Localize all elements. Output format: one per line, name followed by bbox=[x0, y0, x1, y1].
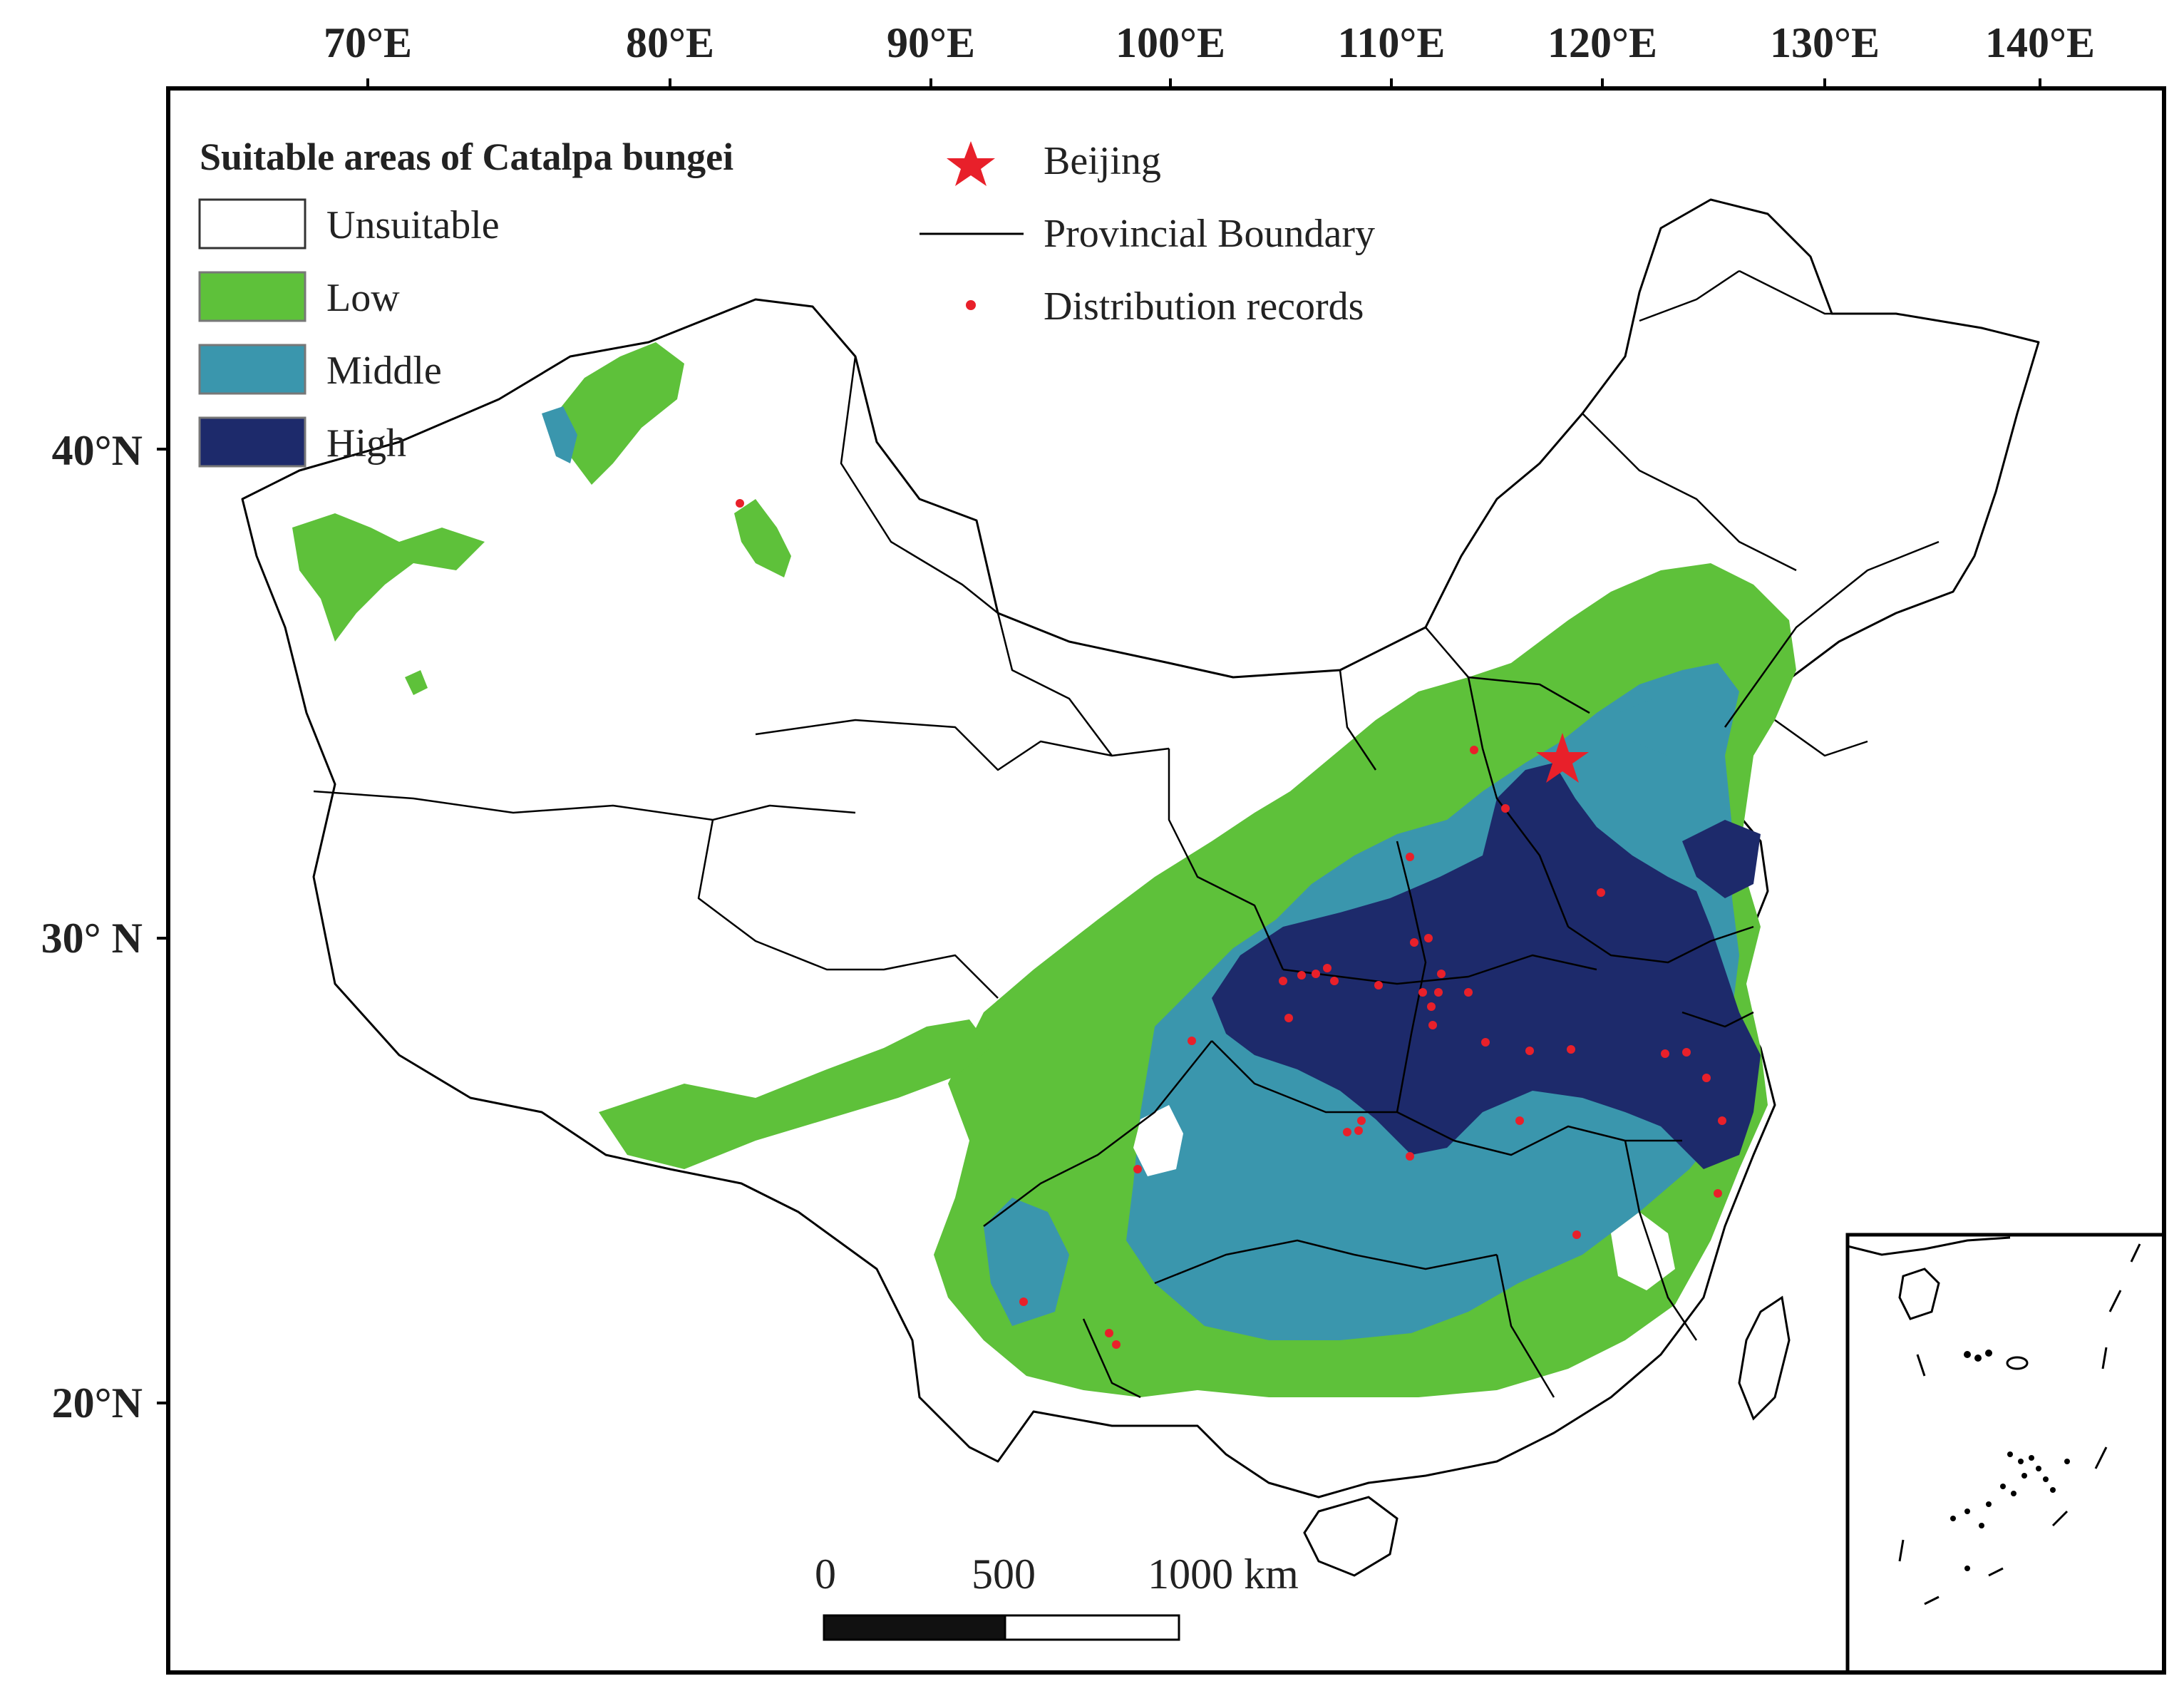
legend-beijing-star-icon bbox=[947, 141, 995, 186]
suitability-low-xinjiang-central bbox=[734, 499, 791, 577]
legend-swatch-low bbox=[198, 271, 307, 322]
legend-label-low: Low bbox=[326, 276, 400, 320]
suitability-high-shandong-fringe bbox=[1682, 820, 1761, 898]
lat-label-20: 20°N bbox=[52, 1379, 143, 1427]
suitability-low-xinjiang-north bbox=[556, 342, 684, 485]
legend-label-boundary: Provincial Boundary bbox=[1044, 212, 1375, 256]
lon-label-90: 90°E bbox=[887, 19, 975, 66]
longitude-labels: 70°E 80°E 90°E 100°E 110°E 120°E 130°E 1… bbox=[324, 19, 2095, 66]
legend-symbols: Beijing Provincial Boundary Distribution… bbox=[920, 139, 1375, 329]
map-area bbox=[241, 198, 2040, 1577]
inset-dashline bbox=[1898, 1243, 2141, 1605]
suitability-low-tibet bbox=[599, 1019, 991, 1169]
legend-title: Suitable areas of Catalpa bungei bbox=[200, 135, 733, 178]
lon-label-130: 130°E bbox=[1770, 19, 1880, 66]
suitability-high-main bbox=[1212, 763, 1761, 1169]
unsuitable-hole-sichuan bbox=[1133, 1105, 1183, 1176]
lon-label-100: 100°E bbox=[1116, 19, 1225, 66]
legend-record-dot-icon bbox=[966, 300, 976, 310]
suitability-middle-xinjiang bbox=[542, 406, 577, 463]
inset-islands bbox=[1950, 1350, 2070, 1571]
longitude-ticks bbox=[366, 78, 2041, 88]
map-frame bbox=[166, 86, 2166, 1675]
lon-label-110: 110°E bbox=[1338, 19, 1446, 66]
legend-swatch-unsuitable bbox=[198, 198, 307, 250]
taiwan-island bbox=[1738, 1295, 1791, 1421]
legend-suitability: Suitable areas of Catalpa bungei Unsuita… bbox=[198, 135, 733, 468]
inset-hainan bbox=[1898, 1268, 1940, 1320]
scale-label-0: 0 bbox=[815, 1551, 836, 1598]
lon-label-70: 70°E bbox=[324, 19, 412, 66]
suitability-middle-liaoning bbox=[1618, 699, 1725, 756]
beijing-star bbox=[1536, 733, 1589, 783]
scale-label-1000: 1000 km bbox=[1148, 1551, 1299, 1598]
lon-label-120: 120°E bbox=[1547, 19, 1657, 66]
scale-bar-black bbox=[823, 1614, 1006, 1641]
scale-bar-white bbox=[1004, 1614, 1180, 1641]
legend-label-records: Distribution records bbox=[1044, 284, 1364, 329]
lon-label-80: 80°E bbox=[626, 19, 714, 66]
lat-label-40: 40°N bbox=[52, 427, 143, 474]
south-china-sea-inset bbox=[1845, 1233, 2166, 1675]
legend-swatch-middle bbox=[198, 344, 307, 395]
suitability-low-xinjiang-west bbox=[292, 513, 485, 642]
lat-label-30: 30° N bbox=[41, 915, 143, 962]
latitude-labels: 40°N 30° N 20°N bbox=[41, 427, 143, 1427]
scale-label-500: 500 bbox=[972, 1551, 1036, 1598]
legend-label-middle: Middle bbox=[326, 349, 442, 393]
legend-swatch-high bbox=[198, 416, 307, 468]
legend-label-unsuitable: Unsuitable bbox=[326, 203, 500, 247]
legend-label-high: High bbox=[326, 421, 406, 466]
hainan-island bbox=[1303, 1496, 1399, 1577]
scale-bar: 0 500 1000 km bbox=[815, 1551, 1299, 1641]
lon-label-140: 140°E bbox=[1985, 19, 2095, 66]
distribution-records bbox=[736, 499, 1726, 1349]
suitability-middle-yunnan bbox=[984, 1198, 1069, 1326]
legend-label-beijing: Beijing bbox=[1044, 139, 1161, 183]
suitability-low-patch-small bbox=[405, 670, 428, 695]
provincial-boundaries bbox=[313, 269, 1940, 1399]
inset-coastline bbox=[1847, 1236, 2011, 1256]
